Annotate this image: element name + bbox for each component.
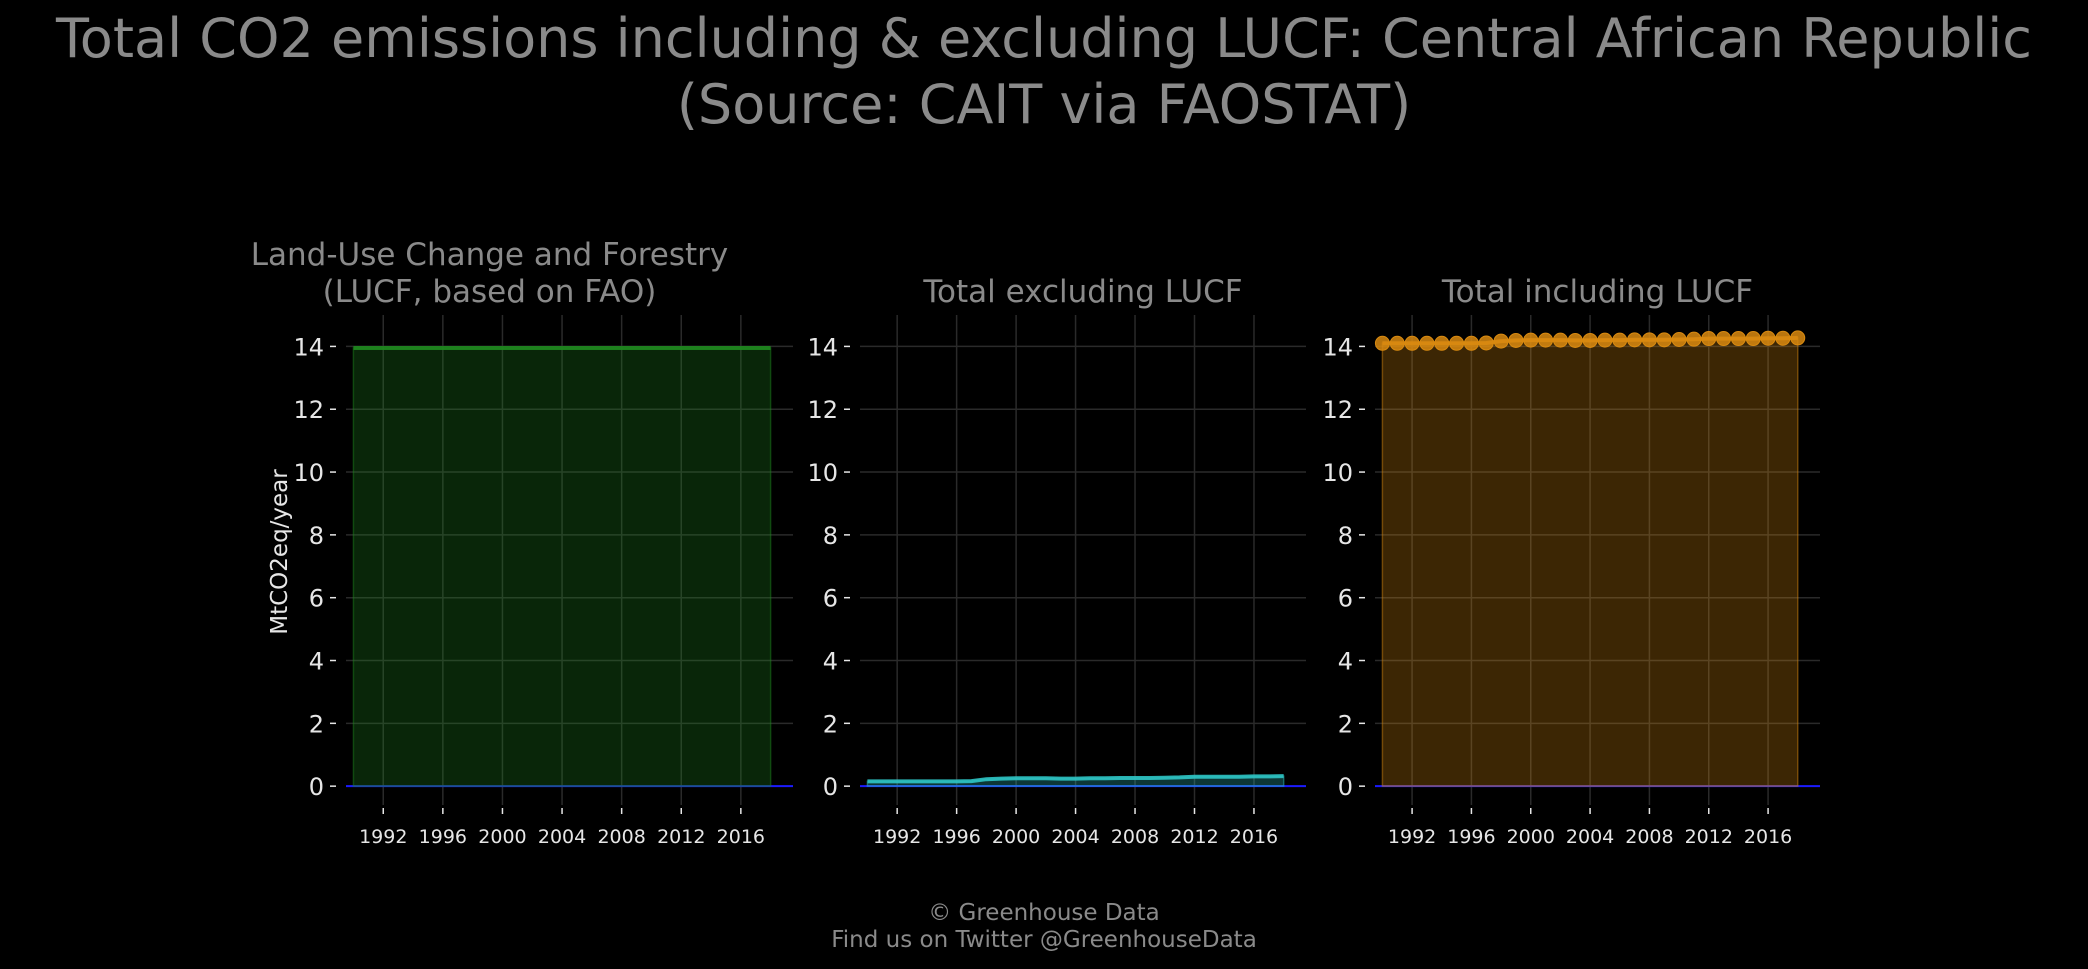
data-point (1404, 335, 1420, 351)
y-tick-label: 2 (1338, 710, 1353, 738)
panel-2: 0 2 4 6 8 10 12 14 1992 1996 2000 2004 2008 2012 2016 T… (807, 274, 1306, 848)
y-tick-label: 0 (1338, 773, 1353, 801)
footer-copyright: © Greenhouse Data (928, 900, 1160, 926)
data-point (1552, 332, 1568, 348)
data-point (1523, 332, 1539, 348)
y-tick-label: 6 (823, 585, 838, 613)
data-point (1627, 332, 1643, 348)
x-tick-label: 1996 (419, 826, 467, 848)
y-tick-label: 8 (309, 522, 324, 550)
y-tick-label: 14 (293, 333, 324, 361)
data-point (1538, 332, 1554, 348)
y-tick-label: 12 (807, 396, 838, 424)
y-tick-label: 8 (1338, 522, 1353, 550)
data-point (1760, 330, 1776, 346)
series-area (1381, 337, 1799, 787)
y-tick-label: 14 (1322, 333, 1353, 361)
y-tick-label: 10 (1322, 459, 1353, 487)
x-tick-label: 2008 (1111, 826, 1159, 848)
x-tick-label: 2000 (992, 826, 1040, 848)
x-tick-label: 1996 (932, 826, 980, 848)
y-tick-label: 2 (309, 710, 324, 738)
data-point (1686, 331, 1702, 347)
y-tick-label: 10 (807, 459, 838, 487)
x-tick-label: 2008 (597, 826, 645, 848)
data-point (1612, 332, 1628, 348)
x-tick-label: 2004 (1051, 826, 1099, 848)
x-tick-label: 2012 (1170, 826, 1218, 848)
x-tick-label: 2016 (1230, 826, 1278, 848)
series-line (867, 774, 1284, 784)
data-point (1419, 335, 1435, 351)
x-tick-label: 2000 (478, 826, 526, 848)
chart-title: Total CO2 emissions including & excludin… (0, 6, 2088, 138)
data-point (1374, 335, 1390, 351)
data-point (1671, 332, 1687, 347)
y-tick-label: 8 (823, 522, 838, 550)
series-area (352, 347, 772, 787)
data-point (1641, 332, 1657, 348)
x-tick-label: 2008 (1625, 826, 1673, 848)
y-tick-label: 6 (1338, 585, 1353, 613)
x-tick-label: 1996 (1447, 826, 1495, 848)
data-point (1493, 333, 1509, 349)
y-tick-label: 4 (823, 648, 838, 676)
x-tick-label: 1992 (359, 826, 407, 848)
x-tick-label: 2012 (657, 826, 705, 848)
panel-title: (LUCF, based on FAO) (323, 274, 657, 310)
footer-credits: © Greenhouse Data Find us on Twitter @Gr… (0, 900, 2088, 954)
x-tick-label: 1992 (873, 826, 921, 848)
y-tick-label: 12 (293, 396, 324, 424)
x-tick-label: 2000 (1507, 826, 1555, 848)
data-point (1775, 330, 1791, 346)
chart-title-line-1: Total CO2 emissions including & excludin… (55, 7, 2032, 70)
data-point (1701, 331, 1717, 347)
panel-1: 0 2 4 6 8 10 12 14 1992 1996 2000 2004 2008 2012 2016 L… (251, 237, 793, 848)
y-tick-label: 4 (1338, 648, 1353, 676)
data-point (1656, 332, 1672, 348)
data-point (1463, 335, 1479, 351)
x-tick-label: 2016 (1744, 826, 1792, 848)
y-tick-label: 0 (823, 773, 838, 801)
data-point (1508, 332, 1524, 348)
x-tick-label: 1992 (1388, 826, 1436, 848)
y-tick-label: 0 (309, 773, 324, 801)
y-tick-label: 14 (807, 333, 838, 361)
data-point (1434, 335, 1450, 351)
data-point (1716, 331, 1732, 347)
x-tick-label: 2016 (717, 826, 765, 848)
y-tick-label: 6 (309, 585, 324, 613)
chart-title-line-2: (Source: CAIT via FAOSTAT) (676, 73, 1412, 136)
footer-twitter: Find us on Twitter @GreenhouseData (831, 927, 1257, 953)
y-axis-label: MtCO2eq/year (267, 469, 293, 635)
data-point (1389, 335, 1405, 351)
y-tick-label: 2 (823, 710, 838, 738)
panel-3: 0 2 4 6 8 10 12 14 1992 1996 2000 2004 2008 2012 2016 T… (1322, 274, 1820, 848)
x-tick-label: 2004 (1566, 826, 1614, 848)
y-tick-label: 10 (293, 459, 324, 487)
data-point (1745, 331, 1761, 347)
data-point (1597, 332, 1613, 348)
data-point (1730, 331, 1746, 347)
y-tick-label: 12 (1322, 396, 1353, 424)
panel-title: Total excluding LUCF (922, 274, 1242, 310)
data-point (1478, 335, 1494, 351)
data-point (1790, 330, 1806, 346)
data-point (1449, 335, 1465, 351)
y-tick-label: 4 (309, 648, 324, 676)
panel-title: Total including LUCF (1441, 274, 1753, 310)
x-tick-label: 2012 (1685, 826, 1733, 848)
data-point (1582, 332, 1598, 348)
panel-title: Land-Use Change and Forestry (251, 237, 729, 273)
data-point (1567, 332, 1583, 348)
x-tick-label: 2004 (538, 826, 586, 848)
